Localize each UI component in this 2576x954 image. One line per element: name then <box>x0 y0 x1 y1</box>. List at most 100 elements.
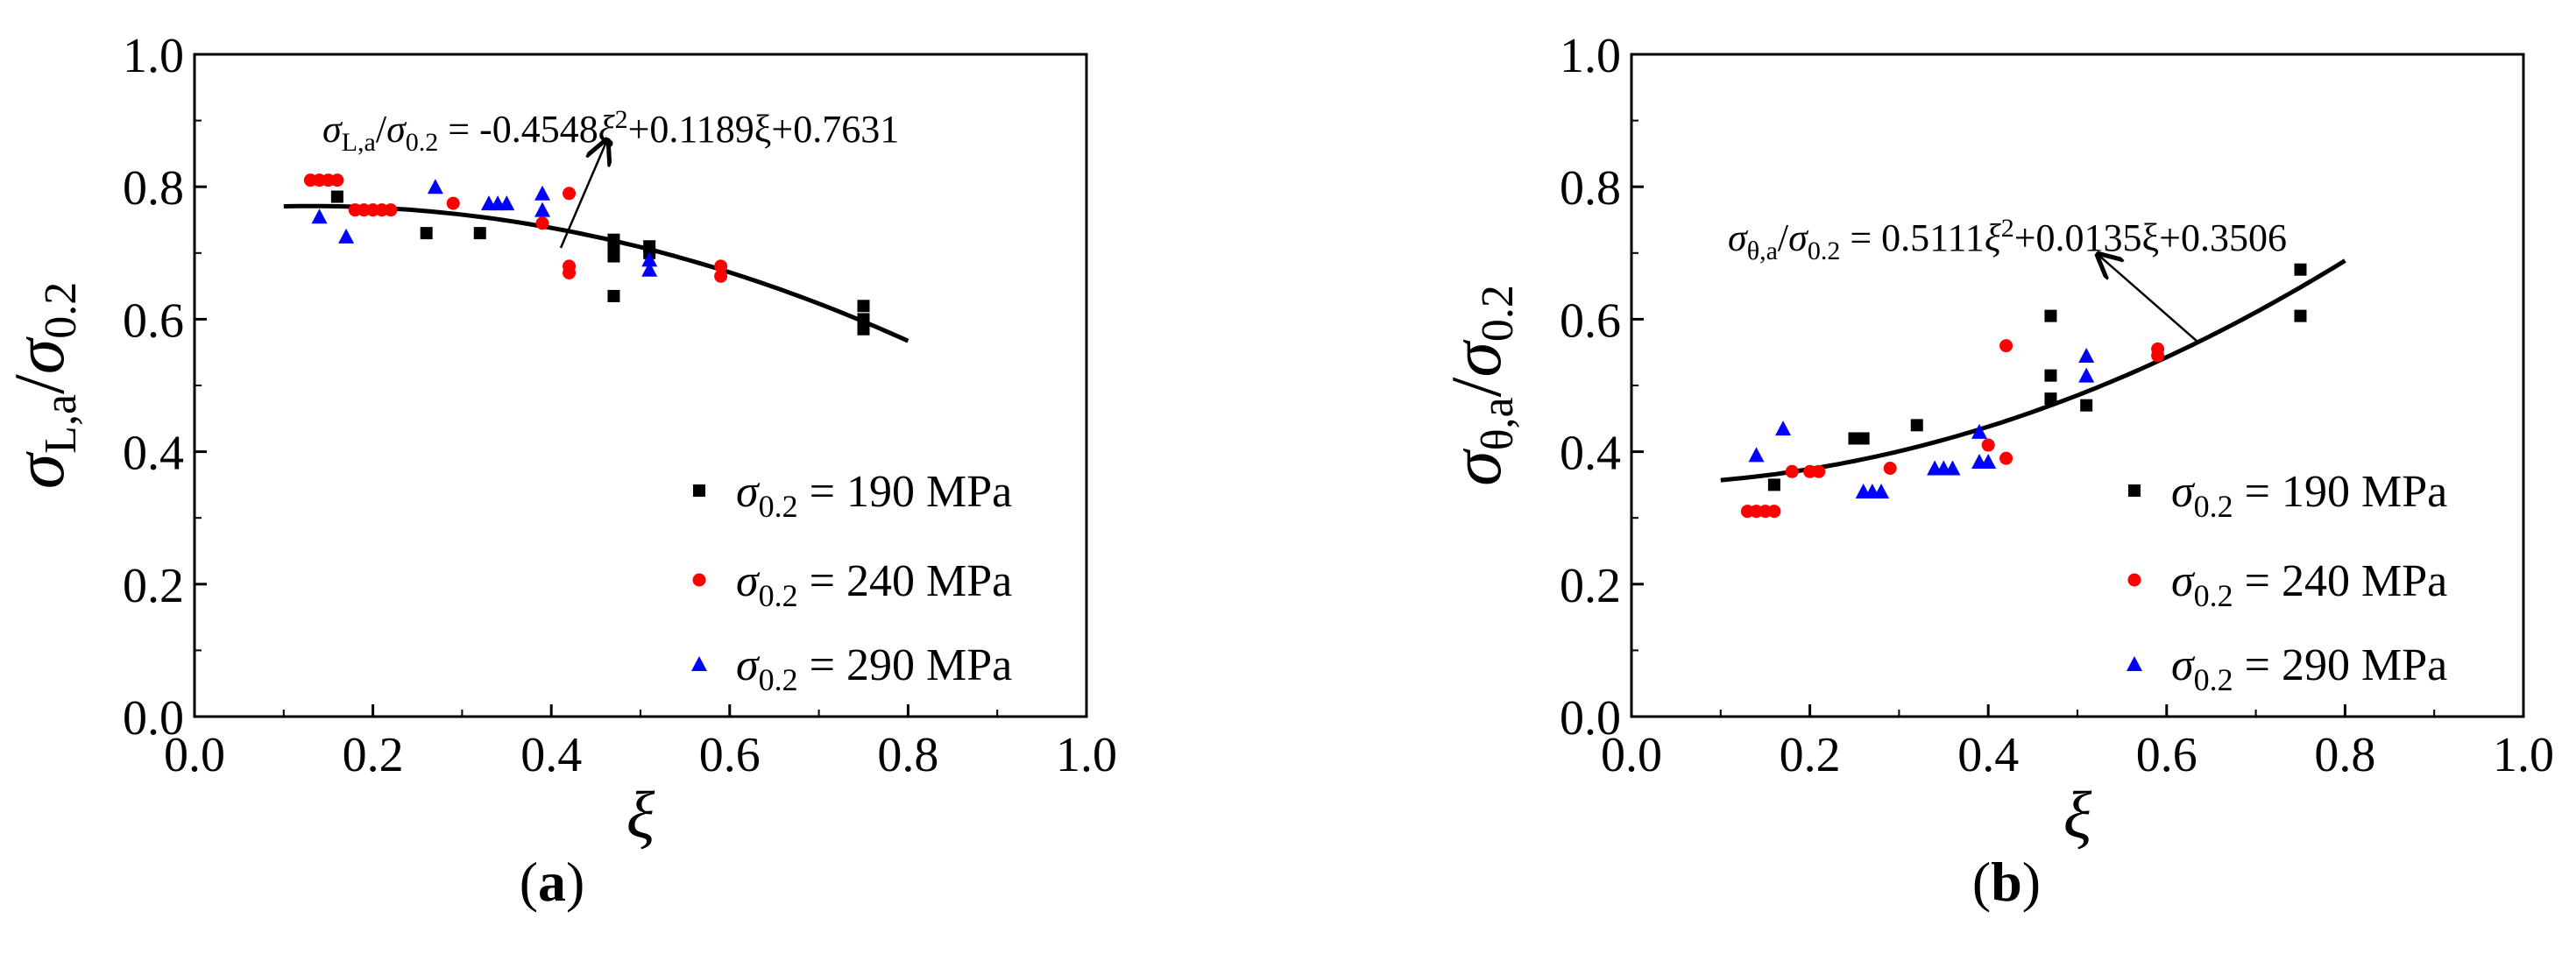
legend-sub: 0.2 <box>759 578 798 613</box>
y-label-sigma: σ <box>0 450 79 489</box>
data-point-square <box>2044 392 2057 406</box>
chart-panel-a: 0.0 0.2 0.4 0.6 0.8 1.00.00.20.40.60.81.0ξσL,… <box>0 29 1117 852</box>
series-1 <box>303 173 728 283</box>
y-tick-label: 0.6 <box>123 293 184 348</box>
data-point-triangle <box>1980 453 1997 469</box>
series-2 <box>1748 347 2095 498</box>
fit-equation-label: σL,a/σ0.2 = -0.4548ξ2+0.1189ξ+0.7631 <box>322 105 899 157</box>
data-point-square <box>2080 399 2093 412</box>
y-tick-label: 0.8 <box>123 161 184 216</box>
x-tick-label: 0.6 <box>2136 728 2197 782</box>
panel-label-b: (b) <box>1971 851 2042 913</box>
data-point-square <box>1910 419 1923 432</box>
fit-equation-label: σθ,a/σ0.2 = 0.5111ξ2+0.0135ξ+0.3506 <box>1728 214 2287 265</box>
data-point-circle <box>714 269 728 283</box>
fit-label-slash: / <box>376 108 387 151</box>
data-point-square <box>857 313 870 326</box>
data-point-circle <box>714 259 728 273</box>
data-point-circle <box>2151 349 2165 363</box>
plot-frame <box>193 53 1088 718</box>
data-point-circle <box>330 173 344 187</box>
fit-label-rest: +0.0135ξ+0.3506 <box>2014 216 2287 259</box>
fit-label-sup: 2 <box>2001 214 2014 243</box>
y-tick-label: 0.2 <box>123 559 184 613</box>
y-tick-label: 0.8 <box>1560 161 1621 216</box>
legend-sigma: σ <box>2171 640 2196 690</box>
data-point-square <box>857 322 870 336</box>
data-point-square <box>2044 369 2057 382</box>
fit-label-sub: L,a <box>342 128 376 157</box>
fit-label-xi: ξ <box>598 108 615 151</box>
legend-sub: 0.2 <box>2194 662 2233 697</box>
legend-entry: σ0.2 = 190 MPa <box>2171 467 2447 524</box>
legend-sub: 0.2 <box>759 489 798 524</box>
y-tick-label: 0.6 <box>1560 293 1621 348</box>
legend-sub: 0.2 <box>759 662 798 697</box>
y-label-den-sigma: σ <box>1436 339 1516 378</box>
x-tick-label: 0.8 <box>877 728 938 782</box>
series-1 <box>1740 339 2165 519</box>
data-point-triangle <box>338 228 355 244</box>
data-point-square <box>607 289 620 302</box>
legend-text: = 240 MPa <box>798 556 1013 606</box>
data-point-triangle <box>427 179 443 194</box>
x-axis-label: ξ <box>2063 779 2092 852</box>
legend-entry: σ0.2 = 240 MPa <box>736 556 1012 613</box>
data-point-triangle <box>1748 447 1765 463</box>
y-axis-label: σθ,a/σ0.2 <box>1436 285 1523 486</box>
data-point-square <box>1767 478 1780 491</box>
legend-entry: σ0.2 = 240 MPa <box>2171 556 2447 613</box>
legend-sigma: σ <box>2171 556 2196 606</box>
x-tick-label: 0.4 <box>1957 728 2019 782</box>
y-tick-label: 0.4 <box>1560 427 1621 481</box>
series-0 <box>1767 263 2307 491</box>
y-tick-label: 1.0 <box>123 29 184 83</box>
fit-label-sub: θ,a <box>1747 237 1778 265</box>
x-tick-label: 0.8 <box>2314 728 2375 782</box>
legend-entry: σ0.2 = 190 MPa <box>736 467 1012 524</box>
legend-marker-triangle <box>2127 656 2142 671</box>
data-point-square <box>857 300 870 313</box>
data-point-square <box>1857 432 1870 445</box>
data-point-triangle <box>2078 367 2095 383</box>
legend-text: = 190 MPa <box>798 467 1013 517</box>
fit-label-sup: 2 <box>615 105 628 134</box>
data-point-triangle <box>1775 420 1792 436</box>
chart-panel-b: 0.0 0.2 0.4 0.6 0.8 1.00.00.20.40.60.81.0ξσθ,… <box>1436 29 2554 852</box>
legend-text: = 190 MPa <box>2233 467 2448 517</box>
series-2 <box>311 179 658 277</box>
series-0 <box>330 190 870 336</box>
legend-entry: σ0.2 = 290 MPa <box>736 640 1012 697</box>
plot-frame <box>1630 53 2525 718</box>
legend-marker-square <box>693 484 705 497</box>
panel-label-a: (a) <box>519 851 585 913</box>
data-point-circle <box>446 196 460 210</box>
legend-marker-triangle <box>691 656 707 671</box>
y-label-slash: / <box>0 374 79 394</box>
data-point-circle <box>563 265 577 279</box>
data-point-circle <box>1999 451 2013 465</box>
y-label-den-sub: 0.2 <box>1473 285 1523 342</box>
fit-arrow <box>559 142 606 249</box>
fit-label-den-sub: 0.2 <box>1808 237 1841 265</box>
x-tick-label: 1.0 <box>2493 728 2554 782</box>
legend-entry: σ0.2 = 290 MPa <box>2171 640 2447 697</box>
x-tick-label: 0.2 <box>1780 728 1841 782</box>
y-label-sub: L,a <box>36 394 86 454</box>
y-label-slash: / <box>1436 377 1516 397</box>
y-tick-label: 0.4 <box>123 427 184 481</box>
data-point-circle <box>384 203 398 217</box>
x-tick-label: 0.0 <box>1601 728 1662 782</box>
y-label-sub: θ,a <box>1473 397 1523 450</box>
y-tick-label: 0.0 <box>123 691 184 746</box>
data-point-circle <box>1883 462 1897 475</box>
fit-curve <box>283 203 909 343</box>
fit-label-eq: = -0.4548 <box>438 108 598 151</box>
data-point-circle <box>563 187 577 201</box>
fit-label-den-sub: 0.2 <box>406 128 439 157</box>
fit-label-sigma: σ <box>322 108 343 151</box>
legend-sigma: σ <box>736 556 761 606</box>
data-point-triangle <box>641 261 658 277</box>
